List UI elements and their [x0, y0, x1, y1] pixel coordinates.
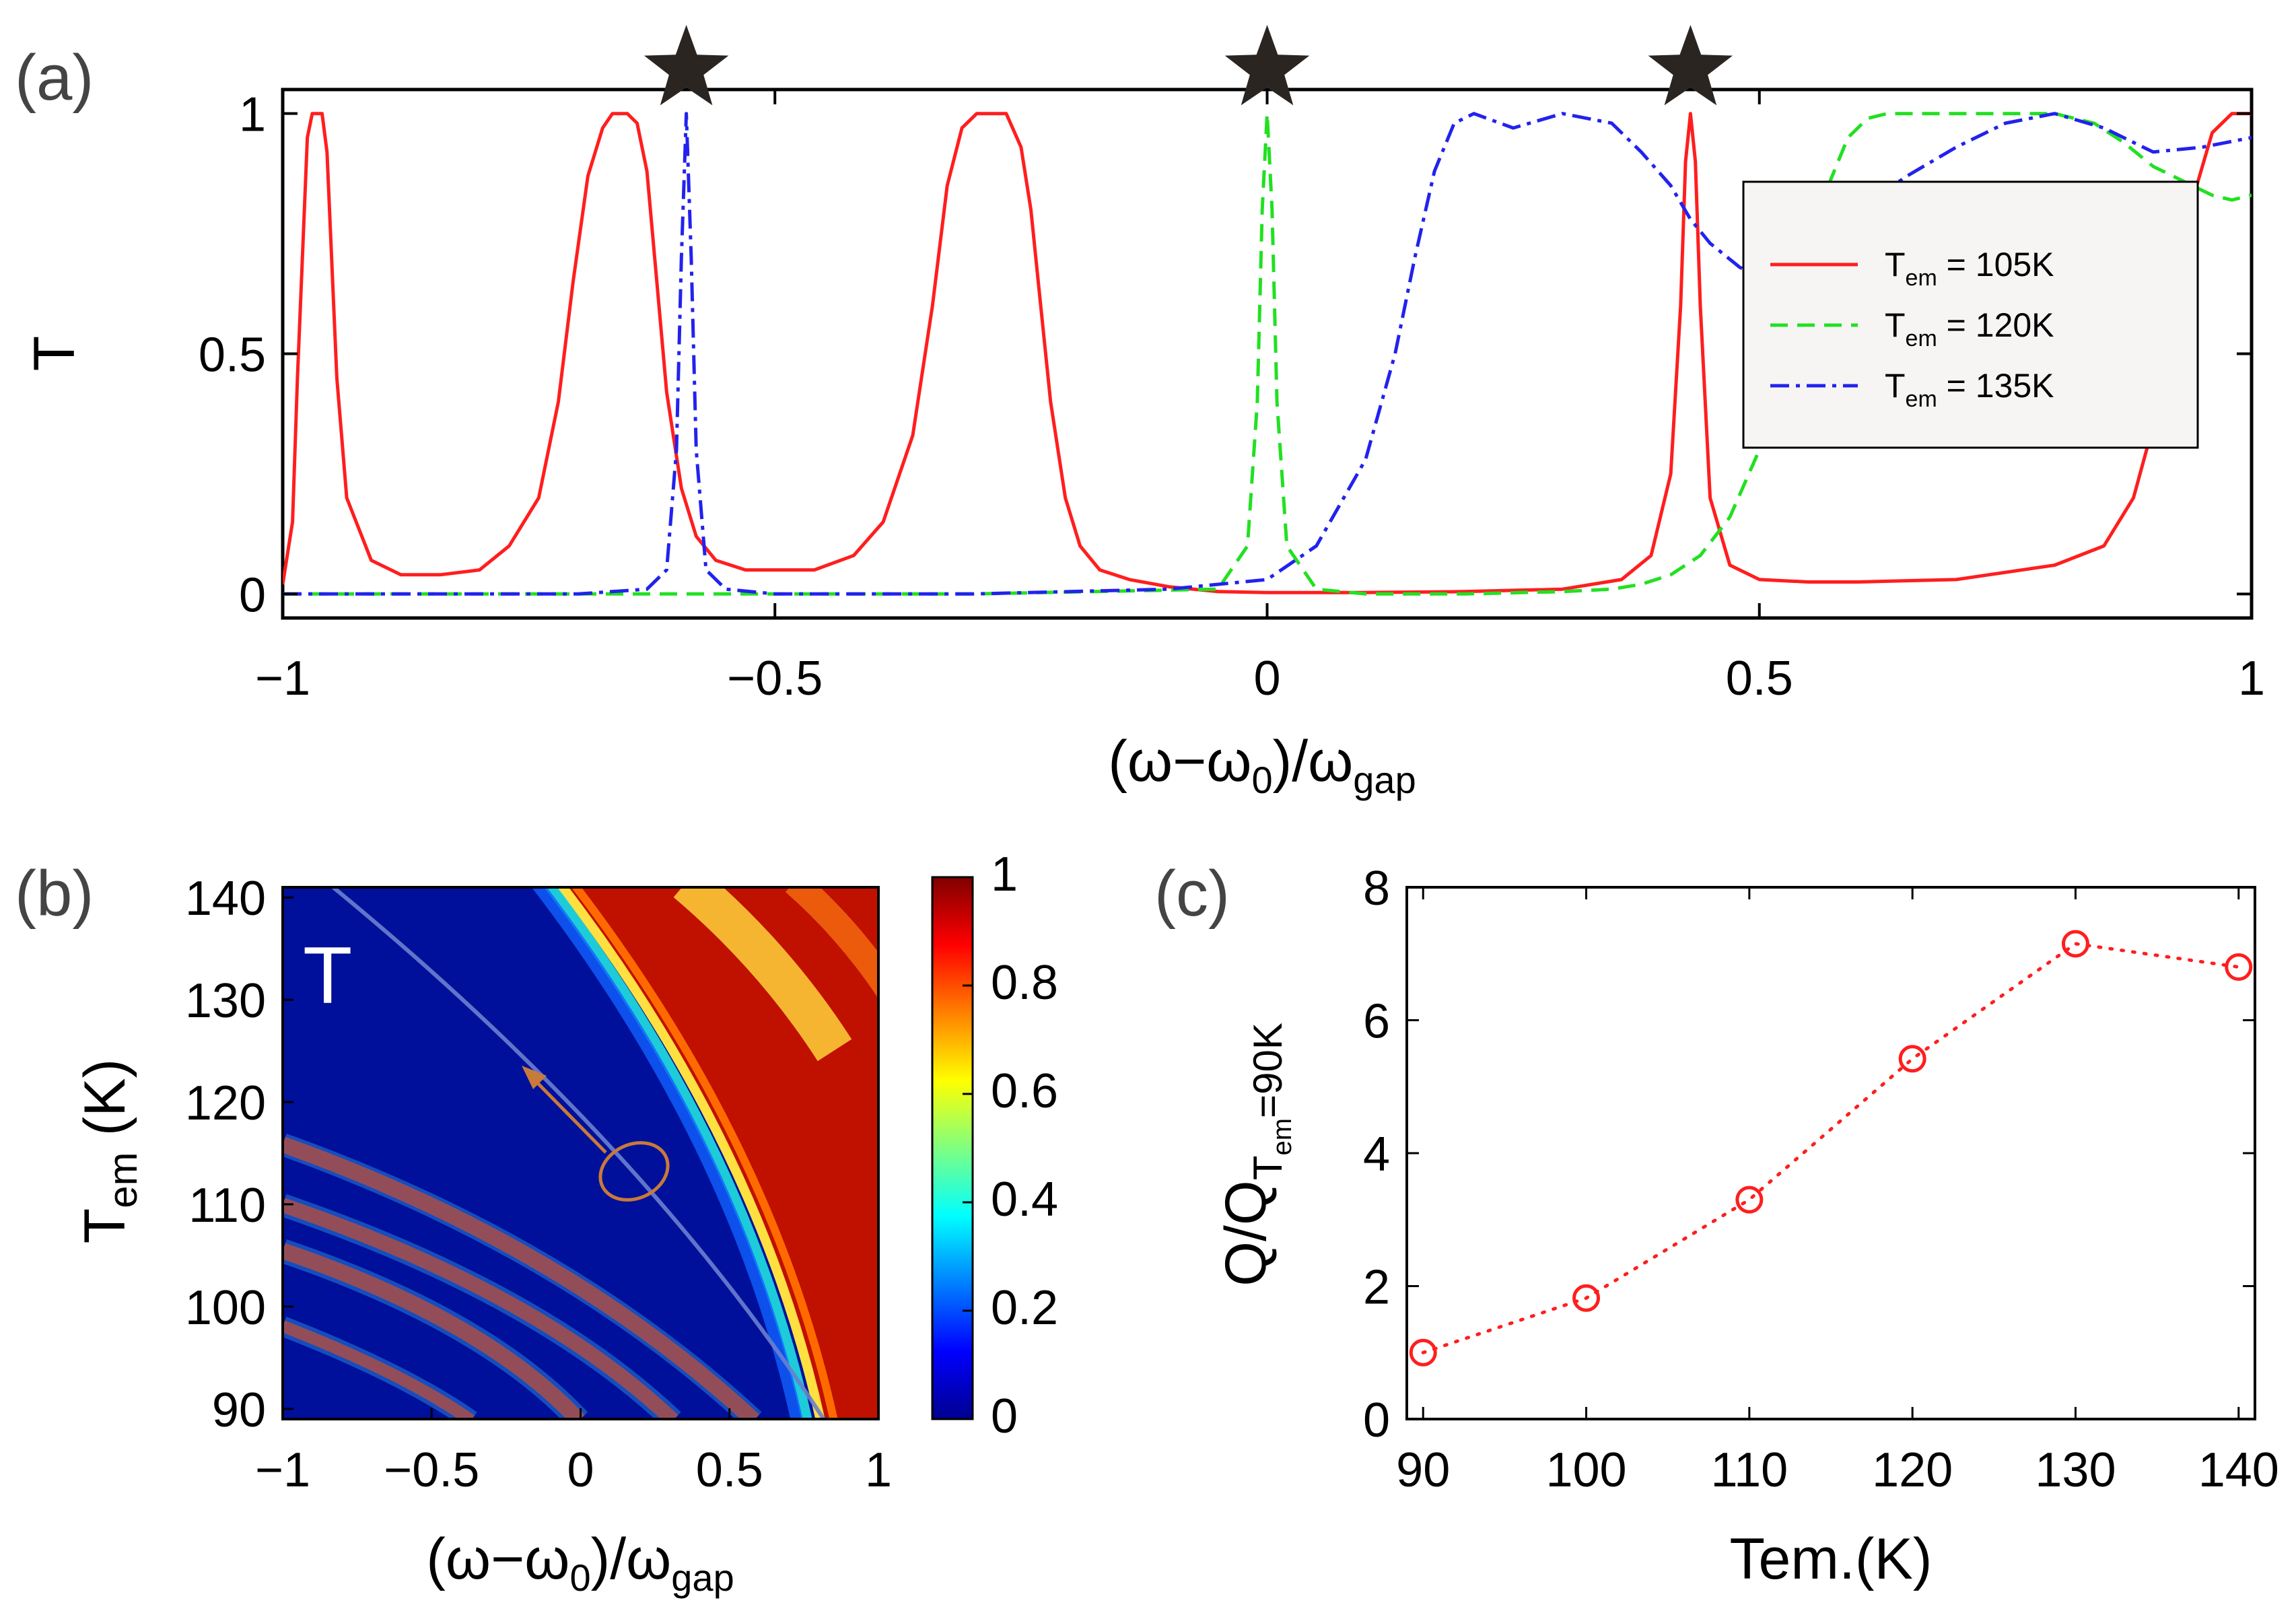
- colorbar-tick-label: 0: [991, 1389, 1018, 1443]
- panel-c: (c) 90 100 110 120 130 140 0 2 4 6 8 Q/QTem=90K Te…: [1154, 858, 2279, 1591]
- x-tick-label: 110: [1710, 1443, 1788, 1497]
- colorbar-tick-label: 0.2: [991, 1281, 1058, 1335]
- y-tick-label: 120: [185, 1076, 266, 1130]
- annotation-arrowhead: [522, 1066, 547, 1089]
- colorbar-tick-label: 1: [991, 848, 1018, 901]
- heatmap-stripe-4-halo: [283, 1317, 477, 1419]
- y-tick-label: 0.5: [199, 329, 266, 382]
- x-tick-label: 0.5: [696, 1443, 763, 1497]
- y-tick-label: 140: [185, 872, 266, 926]
- panel-b-label: (b): [15, 858, 94, 930]
- panel-c-label: (c): [1154, 858, 1230, 930]
- legend-entry-120k: Tem = 120K: [1885, 306, 2054, 351]
- q-ratio-point: [2061, 930, 2089, 958]
- x-tick-label: 120: [1872, 1443, 1953, 1497]
- q-ratio-dotted-line: [1421, 942, 2241, 1354]
- x-tick-label: 1: [865, 1443, 892, 1497]
- legend: Tem = 105K Tem = 120K Tem = 135K: [1742, 180, 2199, 449]
- y-tick-label: 100: [185, 1281, 266, 1335]
- colorbar-ticks: 0 0.2 0.4 0.6 0.8 1: [963, 848, 1058, 1443]
- x-tick-label: 90: [1396, 1443, 1450, 1497]
- q-ratio-point: [1409, 1338, 1437, 1367]
- y-tick-label: 6: [1363, 995, 1390, 1049]
- panel-a-ylabel: T: [22, 336, 87, 372]
- resonance-star: [643, 25, 729, 106]
- panel-b: (b) T −1 −0.5 0 0.5: [15, 848, 1058, 1599]
- resonance-star: [1224, 25, 1310, 106]
- x-tick-label: 140: [2198, 1443, 2279, 1497]
- heatmap-band-edge-2: [571, 887, 838, 1419]
- heatmap-yellow-lobe: [673, 887, 852, 1062]
- y-tick-label: 1: [239, 88, 266, 142]
- x-tick-label: −1: [255, 652, 310, 705]
- y-tick-label: 8: [1363, 862, 1390, 916]
- heatmap-stripe-4: [283, 1320, 475, 1419]
- y-tick-label: 4: [1363, 1128, 1390, 1181]
- heatmap-stripe-1-halo: [283, 1133, 762, 1419]
- y-tick-label: 2: [1363, 1261, 1390, 1315]
- heatmap-stripe-2: [283, 1198, 679, 1419]
- legend-entry-135k: Tem = 135K: [1885, 367, 2054, 412]
- heatmap-stripe-2-halo: [283, 1194, 681, 1419]
- q-ratio-point: [1898, 1045, 1926, 1073]
- x-tick-label: 100: [1545, 1443, 1626, 1497]
- panel-c-ticks: 90 100 110 120 130 140 0 2 4 6 8: [1363, 862, 2279, 1497]
- x-tick-label: 0.5: [1726, 652, 1793, 705]
- resonance-star: [1648, 25, 1733, 106]
- heatmap-thin-line: [332, 887, 827, 1419]
- heatmap-stripe-3-halo: [283, 1239, 588, 1419]
- panel-c-series: [1409, 930, 2253, 1367]
- heatmap-band-edge-1: [557, 887, 825, 1419]
- panel-a-ticks: −1 −0.5 0 0.5 1 0 0.5 1: [199, 88, 2265, 705]
- panel-b-ylabel: Tem (K): [73, 1059, 145, 1243]
- x-tick-label: −1: [255, 1443, 310, 1497]
- y-tick-label: 90: [212, 1383, 266, 1437]
- y-tick-label: 130: [185, 974, 266, 1028]
- panel-a-label: (a): [15, 42, 94, 114]
- q-ratio-point: [1735, 1185, 1764, 1214]
- y-tick-label: 110: [188, 1179, 266, 1233]
- heatmap-orange-lobe: [785, 887, 878, 998]
- q-ratio-point: [2225, 953, 2253, 981]
- heatmap-stripe-1: [283, 1136, 760, 1419]
- q-ratio-point: [1572, 1284, 1601, 1312]
- heatmap-band-edge-4: [531, 887, 803, 1419]
- annotation-arrow: [529, 1074, 607, 1154]
- legend-entry-105k: Tem = 105K: [1885, 246, 2054, 291]
- heatmap-title: T: [303, 930, 352, 1021]
- x-tick-label: −0.5: [384, 1443, 479, 1497]
- panel-b-ticks: −1 −0.5 0 0.5 1 90 100 110 120 130 140: [185, 872, 892, 1497]
- panel-a-xlabel: (ω−ω0)/ωgap: [1108, 729, 1416, 801]
- x-tick-label: 130: [2035, 1443, 2116, 1497]
- panel-a-series: [283, 112, 2252, 596]
- colorbar-tick-label: 0.8: [991, 956, 1058, 1010]
- legend-box: [1742, 180, 2199, 449]
- y-tick-label: 0: [239, 568, 266, 622]
- panel-c-xlabel: Tem.(K): [1730, 1527, 1933, 1591]
- panel-a: (a) −1 −0.5 0 0.5 1 0 0.5 1 T (ω−ω0)/ωgap Tem =…: [15, 25, 2265, 801]
- heatmap-image: [283, 887, 878, 1419]
- x-tick-label: −0.5: [727, 652, 823, 705]
- y-tick-label: 0: [1363, 1393, 1390, 1447]
- annotation-ellipse: [598, 1141, 670, 1202]
- x-tick-label: 0: [567, 1443, 594, 1497]
- panel-a-stars: [643, 25, 1733, 106]
- panel-c-frame: [1405, 886, 2256, 1420]
- heatmap-band-edge-3: [544, 887, 812, 1419]
- x-tick-label: 1: [2238, 652, 2265, 705]
- colorbar-tick-label: 0.4: [991, 1173, 1058, 1227]
- series-line-0: [283, 112, 2252, 594]
- colorbar: [931, 876, 974, 1420]
- panel-c-ylabel: Q/QTem=90K: [1214, 1023, 1297, 1286]
- heatmap-stripe-3: [283, 1243, 585, 1419]
- colorbar-tick-label: 0.6: [991, 1064, 1058, 1118]
- panel-b-xlabel: (ω−ω0)/ωgap: [426, 1527, 734, 1599]
- series-line-2: [283, 112, 2252, 596]
- x-tick-label: 0: [1253, 652, 1280, 705]
